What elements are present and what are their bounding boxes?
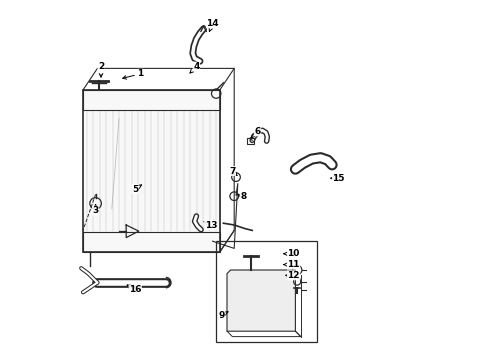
Text: 6: 6: [251, 127, 261, 138]
Polygon shape: [83, 90, 220, 252]
Text: 9: 9: [219, 310, 228, 320]
Text: 1: 1: [123, 69, 144, 79]
Text: 3: 3: [93, 204, 98, 215]
Text: 16: 16: [127, 285, 142, 294]
Text: 15: 15: [331, 174, 345, 183]
Text: 4: 4: [190, 62, 199, 73]
Text: 11: 11: [284, 260, 300, 269]
Text: 7: 7: [229, 166, 237, 176]
Text: 14: 14: [206, 19, 219, 31]
Polygon shape: [227, 270, 295, 331]
Text: 10: 10: [284, 249, 300, 258]
Text: 5: 5: [132, 185, 142, 194]
Text: 12: 12: [286, 271, 300, 280]
Text: 8: 8: [238, 192, 246, 201]
Text: 13: 13: [204, 220, 217, 230]
Text: 2: 2: [98, 62, 104, 77]
